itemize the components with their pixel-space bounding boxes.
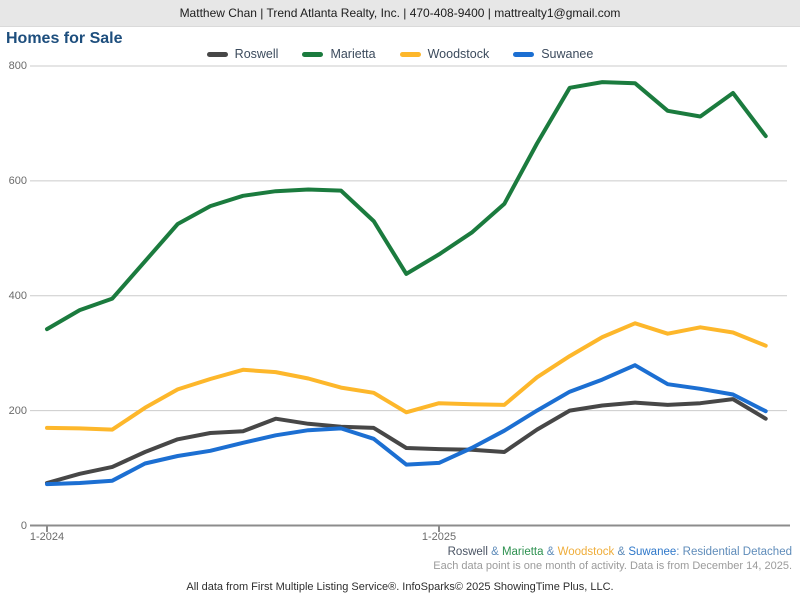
attribution-part: &: [543, 546, 558, 558]
line-marietta: [45, 80, 768, 332]
data-note: Each data point is one month of activity…: [433, 560, 792, 572]
legend-item-woodstock: Woodstock: [399, 47, 490, 61]
legend-swatch-icon: [302, 51, 324, 57]
attribution-part: : Residential Detached: [676, 546, 792, 558]
legend-item-roswell: Roswell: [206, 47, 279, 61]
line-suwanee: [45, 363, 768, 487]
agent-contact-line: Matthew Chan | Trend Atlanta Realty, Inc…: [179, 6, 621, 20]
legend-swatch-icon: [513, 51, 535, 57]
legend-item-suwanee: Suwanee: [513, 47, 593, 61]
y-tick-label-200: 200: [8, 404, 27, 417]
attribution-part: &: [487, 546, 502, 558]
attribution-part: Woodstock: [557, 546, 615, 558]
legend-label: Marietta: [330, 47, 376, 61]
legend-label: Roswell: [234, 47, 279, 61]
chart-legend: Roswell Marietta Woodstock Suwanee: [0, 46, 800, 62]
legend-label: Woodstock: [427, 47, 490, 61]
attribution-part: Suwanee: [628, 546, 677, 558]
series-attribution-line: Roswell & Marietta & Woodstock & Suwanee…: [0, 546, 792, 558]
legend-swatch-icon: [206, 51, 228, 57]
x-tick-label-1-2025: 1-2025: [421, 531, 457, 543]
legend-swatch-icon: [399, 51, 421, 57]
page-title: Homes for Sale: [6, 30, 123, 47]
attribution-part: Marietta: [501, 546, 544, 558]
legend-label: Suwanee: [541, 47, 594, 61]
header-bar: Matthew Chan | Trend Atlanta Realty, Inc…: [0, 0, 800, 27]
y-tick-label-600: 600: [8, 174, 27, 187]
attribution-part: Roswell: [447, 546, 488, 558]
legend-item-marietta: Marietta: [302, 47, 376, 61]
x-tick-label-1-2024: 1-2024: [29, 531, 65, 543]
y-tick-label-400: 400: [8, 289, 27, 302]
attribution-part: &: [614, 546, 629, 558]
copyright-footer: All data from First Multiple Listing Ser…: [186, 581, 614, 593]
line-woodstock: [45, 321, 768, 432]
y-tick-label-800: 800: [8, 60, 27, 72]
line-roswell: [45, 397, 768, 485]
y-tick-label-0: 0: [20, 519, 27, 532]
